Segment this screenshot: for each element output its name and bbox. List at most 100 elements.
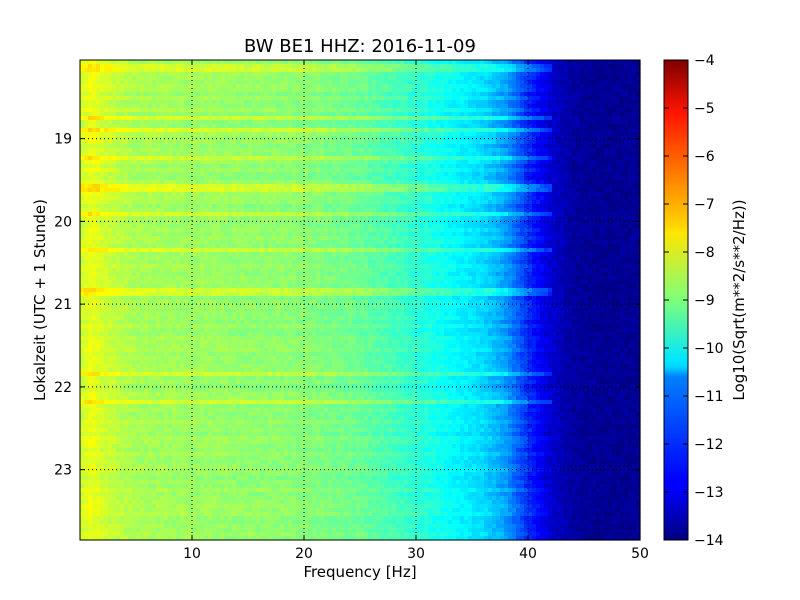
heatmap-cell [336, 164, 341, 169]
heatmap-cell [424, 196, 429, 201]
heatmap-cell [164, 128, 169, 133]
heatmap-cell [140, 152, 145, 157]
heatmap-cell [368, 68, 373, 73]
heatmap-cell [116, 192, 121, 197]
heatmap-cell [156, 100, 161, 105]
heatmap-cell [224, 72, 229, 77]
heatmap-cell [496, 196, 501, 201]
heatmap-cell [328, 124, 333, 129]
heatmap-cell [216, 104, 221, 109]
heatmap-cell [120, 84, 125, 89]
heatmap-cell [388, 180, 393, 185]
heatmap-cell [92, 80, 97, 85]
heatmap-cell [556, 124, 561, 129]
heatmap-cell [308, 112, 313, 117]
heatmap-cell [144, 184, 149, 189]
heatmap-cell [496, 96, 501, 101]
heatmap-cell [436, 180, 441, 185]
heatmap-cell [332, 80, 337, 85]
heatmap-cell [244, 68, 249, 73]
heatmap-cell [304, 100, 309, 105]
heatmap-cell [600, 72, 605, 77]
heatmap-cell [160, 176, 165, 181]
heatmap-cell [256, 152, 261, 157]
heatmap-cell [288, 124, 293, 129]
heatmap-cell [404, 156, 409, 161]
heatmap-cell [624, 180, 629, 185]
heatmap-cell [244, 192, 249, 197]
heatmap-cell [344, 160, 349, 165]
heatmap-cell [476, 116, 481, 121]
heatmap-cell [532, 88, 537, 93]
heatmap-cell [512, 108, 517, 113]
heatmap-cell [148, 80, 153, 85]
heatmap-cell [272, 188, 277, 193]
heatmap-cell [228, 188, 233, 193]
heatmap-cell [360, 88, 365, 93]
heatmap-cell [524, 160, 529, 165]
heatmap-cell [580, 196, 585, 201]
heatmap-cell [440, 92, 445, 97]
heatmap-cell [144, 112, 149, 117]
heatmap-cell [132, 60, 137, 65]
heatmap-cell [220, 184, 225, 189]
heatmap-cell [628, 124, 633, 129]
heatmap-cell [316, 140, 321, 145]
heatmap-cell [284, 112, 289, 117]
heatmap-cell [332, 60, 337, 65]
heatmap-cell [520, 132, 525, 137]
heatmap-cell [464, 132, 469, 137]
heatmap-cell [464, 64, 469, 69]
heatmap-cell [416, 140, 421, 145]
heatmap-cell [100, 132, 105, 137]
heatmap-cell [224, 136, 229, 141]
heatmap-cell [632, 116, 637, 121]
heatmap-cell [208, 96, 213, 101]
heatmap-cell [276, 128, 281, 133]
heatmap-cell [616, 188, 621, 193]
heatmap-cell [560, 108, 565, 113]
heatmap-cell [620, 80, 625, 85]
heatmap-cell [96, 144, 101, 149]
heatmap-cell [384, 68, 389, 73]
heatmap-cell [596, 72, 601, 77]
heatmap-cell [608, 160, 613, 165]
heatmap-cell [572, 116, 577, 121]
heatmap-cell [320, 112, 325, 117]
heatmap-cell [428, 116, 433, 121]
heatmap-cell [328, 172, 333, 177]
heatmap-cell [172, 92, 177, 97]
heatmap-cell [616, 156, 621, 161]
heatmap-cell [508, 108, 513, 113]
heatmap-cell [272, 124, 277, 129]
heatmap-cell [100, 104, 105, 109]
heatmap-cell [240, 124, 245, 129]
heatmap-cell [604, 84, 609, 89]
heatmap-cell [388, 196, 393, 201]
heatmap-cell [436, 140, 441, 145]
heatmap-cell [384, 144, 389, 149]
heatmap-cell [108, 120, 113, 125]
heatmap-cell [196, 144, 201, 149]
heatmap-cell [184, 88, 189, 93]
heatmap-cell [112, 144, 117, 149]
heatmap-cell [360, 60, 365, 65]
heatmap-cell [332, 136, 337, 141]
heatmap-cell [500, 128, 505, 133]
heatmap-cell [432, 60, 437, 65]
heatmap-cell [376, 188, 381, 193]
heatmap-cell [304, 176, 309, 181]
heatmap-cell [400, 60, 405, 65]
heatmap-cell [288, 180, 293, 185]
heatmap-cell [520, 196, 525, 201]
heatmap-cell [440, 180, 445, 185]
heatmap-cell [572, 108, 577, 113]
heatmap-cell [432, 160, 437, 165]
heatmap-cell [208, 124, 213, 129]
heatmap-cell [440, 140, 445, 145]
heatmap-cell [396, 120, 401, 125]
heatmap-cell [448, 160, 453, 165]
heatmap-cell [124, 172, 129, 177]
heatmap-cell [596, 112, 601, 117]
heatmap-cell [380, 196, 385, 201]
